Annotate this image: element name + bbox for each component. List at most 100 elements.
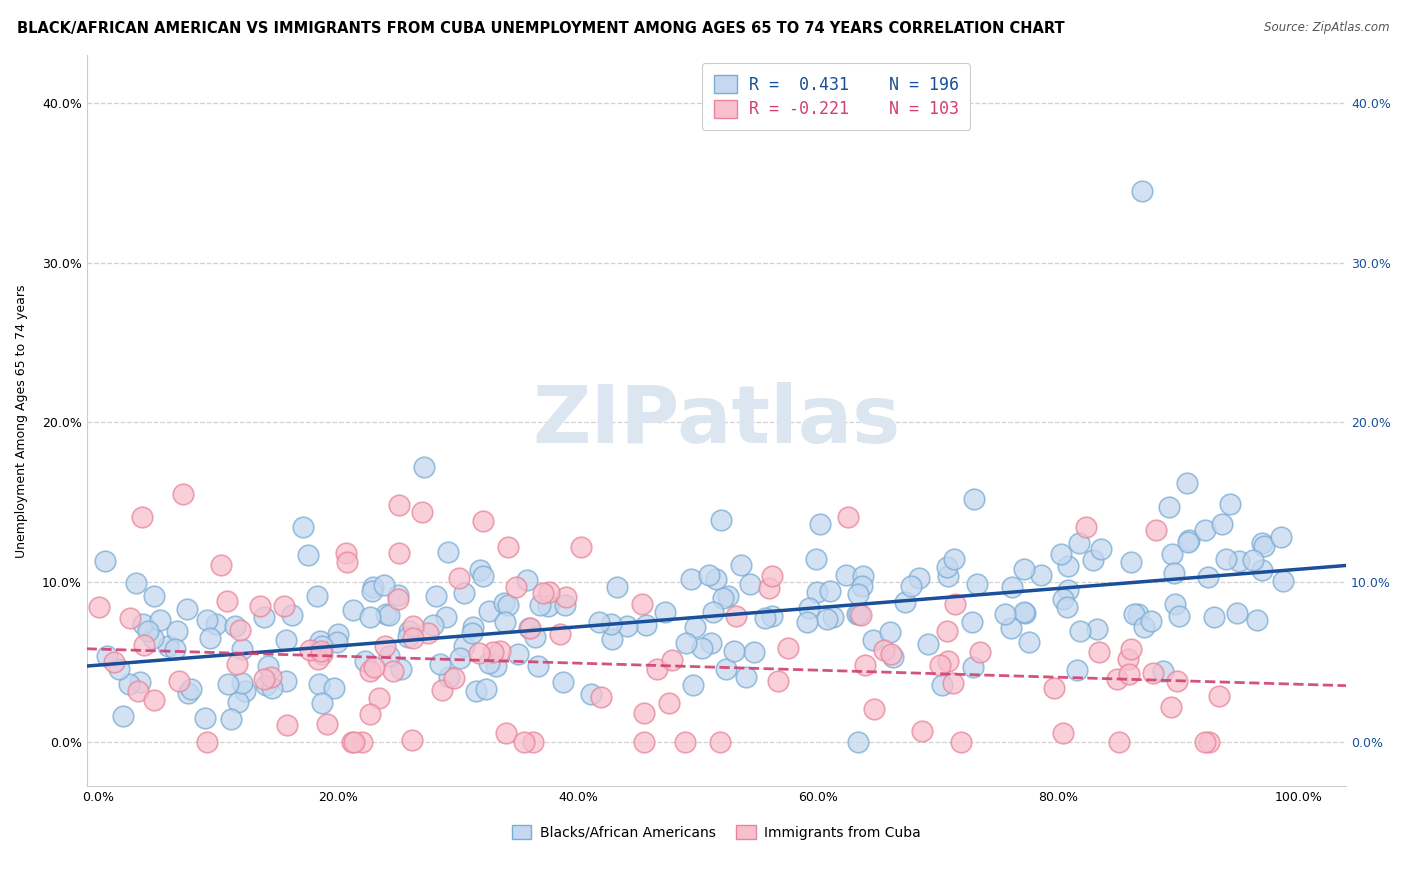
Point (1142, 665, 1164, 680)
Point (425, 589, 447, 603)
Point (449, 651, 471, 665)
Point (1057, 559, 1080, 574)
Point (1163, 566, 1185, 581)
Point (1000, 621, 1022, 635)
Point (342, 602, 364, 616)
Point (177, 685, 200, 699)
Point (308, 677, 330, 691)
Point (378, 607, 401, 622)
Point (475, 682, 498, 697)
Point (453, 586, 475, 600)
Point (911, 724, 934, 739)
Point (517, 621, 540, 635)
Point (1130, 184, 1153, 198)
Point (723, 644, 745, 658)
Point (1123, 607, 1146, 622)
Point (387, 591, 409, 606)
Point (1270, 530, 1292, 544)
Point (311, 647, 333, 661)
Point (194, 711, 217, 725)
Point (551, 675, 574, 690)
Point (600, 632, 623, 646)
Point (523, 630, 546, 644)
Point (1251, 536, 1274, 550)
Point (1108, 735, 1130, 749)
Point (413, 459, 436, 474)
Point (1227, 554, 1250, 568)
Point (309, 644, 332, 658)
Point (537, 599, 560, 613)
Point (389, 662, 412, 676)
Point (634, 618, 657, 632)
Point (938, 654, 960, 668)
Point (645, 663, 668, 677)
Point (1014, 606, 1036, 620)
Point (167, 673, 190, 688)
Point (378, 649, 401, 664)
Point (388, 546, 411, 560)
Point (359, 609, 381, 624)
Point (734, 670, 756, 684)
Point (311, 640, 333, 654)
Point (336, 555, 359, 569)
Point (1167, 608, 1189, 623)
Point (943, 598, 966, 612)
Y-axis label: Unemployment Among Ages 65 to 74 years: Unemployment Among Ages 65 to 74 years (15, 284, 28, 558)
Point (204, 616, 226, 631)
Point (219, 712, 242, 726)
Point (682, 678, 704, 692)
Point (1140, 614, 1163, 628)
Point (851, 579, 873, 593)
Point (136, 624, 159, 638)
Point (350, 735, 373, 749)
Point (1012, 605, 1035, 619)
Point (1052, 592, 1074, 607)
Point (1012, 562, 1035, 576)
Point (846, 586, 869, 600)
Point (1219, 497, 1241, 511)
Point (94, 554, 117, 568)
Point (281, 607, 304, 622)
Point (1066, 664, 1088, 678)
Text: ZIPatlas: ZIPatlas (533, 382, 901, 459)
Point (96, 648, 118, 663)
Point (591, 690, 613, 704)
Point (1197, 570, 1219, 584)
Point (231, 641, 253, 656)
Point (966, 576, 988, 591)
Point (506, 648, 529, 662)
Point (299, 643, 322, 657)
Point (363, 659, 385, 673)
Point (305, 589, 328, 603)
Point (1018, 635, 1040, 649)
Point (849, 607, 872, 622)
Point (761, 569, 783, 583)
Point (1211, 516, 1233, 531)
Point (710, 513, 733, 527)
Point (744, 645, 766, 659)
Point (754, 611, 776, 625)
Point (1152, 664, 1174, 678)
Point (1088, 645, 1111, 659)
Point (1194, 735, 1216, 749)
Point (700, 636, 723, 650)
Point (195, 735, 218, 749)
Point (804, 552, 827, 566)
Point (471, 515, 494, 529)
Point (326, 635, 349, 649)
Point (125, 576, 148, 591)
Point (1050, 547, 1073, 561)
Point (489, 644, 512, 658)
Point (1250, 563, 1272, 577)
Point (776, 640, 799, 655)
Point (316, 717, 339, 731)
Text: BLACK/AFRICAN AMERICAN VS IMMIGRANTS FROM CUBA UNEMPLOYMENT AMONG AGES 65 TO 74 : BLACK/AFRICAN AMERICAN VS IMMIGRANTS FRO… (17, 21, 1064, 36)
Point (654, 605, 676, 619)
Point (848, 735, 870, 749)
Point (835, 568, 858, 582)
Point (519, 621, 541, 635)
Point (1043, 681, 1066, 696)
Point (402, 632, 425, 646)
Point (917, 637, 939, 651)
Point (683, 620, 706, 634)
